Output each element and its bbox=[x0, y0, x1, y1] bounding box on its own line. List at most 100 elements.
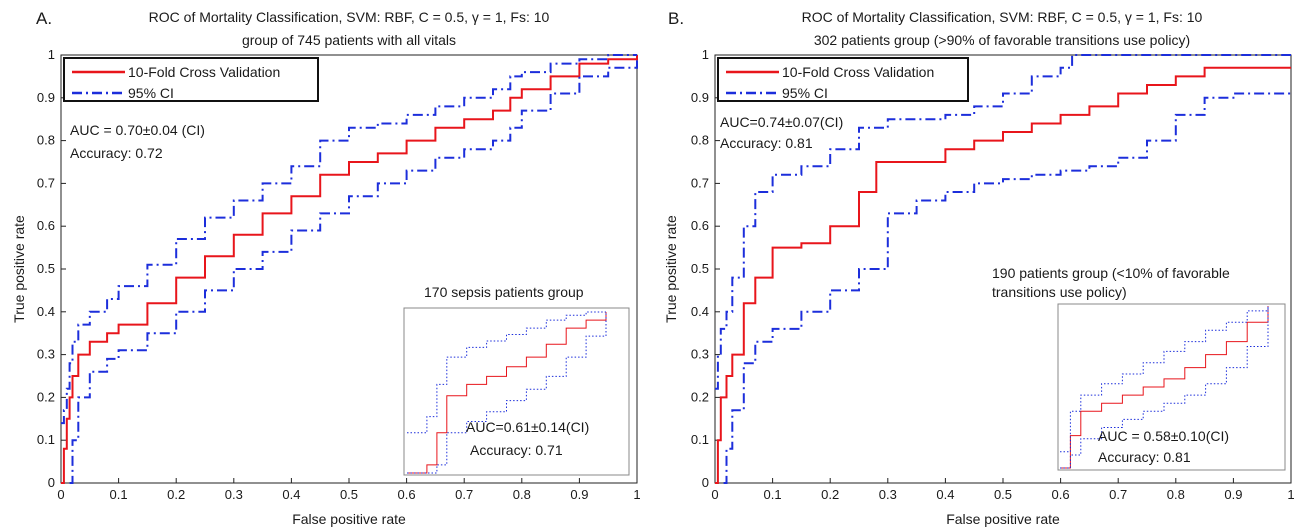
b-x-tick-label: 0.9 bbox=[1224, 487, 1242, 502]
a-x-tick-label: 0.9 bbox=[570, 487, 588, 502]
a-y-tick-label: 0.2 bbox=[37, 389, 55, 404]
panel-a-legend: 10-Fold Cross Validation 95% CI bbox=[63, 57, 319, 102]
panel-b-inset-label-line2: transitions use policy) bbox=[992, 284, 1127, 300]
b-x-tick-label: 0.7 bbox=[1109, 487, 1127, 502]
panel-b-x-ticks: 0 0.1 0.2 0.3 0.4 0.5 0.6 0.7 0.8 0.9 1 bbox=[711, 478, 1295, 502]
a-inset-ci-upper-line bbox=[407, 311, 606, 434]
b-y-tick-label: 0.1 bbox=[691, 432, 709, 447]
b-inset-cv-line bbox=[1060, 306, 1269, 469]
a-x-tick-label: 0.4 bbox=[282, 487, 300, 502]
panel-a-series bbox=[61, 54, 638, 484]
panel-b-x-axis-label: False positive rate bbox=[946, 511, 1060, 527]
panel-b-inset-label-line1: 190 patients group (<10% of favorable bbox=[992, 265, 1230, 281]
a-ci-lower-line bbox=[69, 59, 638, 484]
b-y-tick-label: 0.4 bbox=[691, 304, 709, 319]
a-y-tick-label: 0.7 bbox=[37, 175, 55, 190]
b-y-tick-label: 0.2 bbox=[691, 389, 709, 404]
a-x-tick-label: 0.2 bbox=[167, 487, 185, 502]
panel-b-legend: 10-Fold Cross Validation 95% CI bbox=[717, 57, 969, 102]
a-cv-line bbox=[61, 55, 638, 484]
panel-a-subtitle: group of 745 patients with all vitals bbox=[242, 32, 456, 48]
panel-a-inset-series bbox=[407, 311, 607, 474]
a-y-tick-label: 0.8 bbox=[37, 133, 55, 148]
panel-b-y-ticks: 0 0.1 0.2 0.3 0.4 0.5 0.6 0.7 0.8 0.9 1 bbox=[691, 47, 720, 490]
a-y-tick-label: 0.6 bbox=[37, 218, 55, 233]
panel-b-inset-frame bbox=[1057, 303, 1286, 471]
panel-a-title: ROC of Mortality Classification, SVM: RB… bbox=[149, 9, 550, 25]
b-x-tick-label: 1 bbox=[1287, 487, 1294, 502]
a-x-tick-label: 0.5 bbox=[340, 487, 358, 502]
panel-b-accuracy-annotation: Accuracy: 0.81 bbox=[720, 135, 813, 151]
panel-a-letter: A. bbox=[36, 9, 52, 28]
b-x-tick-label: 0.5 bbox=[994, 487, 1012, 502]
panel-a-plot-area: 0 0.1 0.2 0.3 0.4 0.5 0.6 0.7 0.8 0.9 1 0 0.1 0.2 0.3… bbox=[37, 47, 641, 502]
b-x-tick-label: 0.8 bbox=[1167, 487, 1185, 502]
panel-a-y-ticks: 0 0.1 0.2 0.3 0.4 0.5 0.6 0.7 0.8 0.9 1 bbox=[37, 47, 66, 490]
panel-a-x-ticks: 0 0.1 0.2 0.3 0.4 0.5 0.6 0.7 0.8 0.9 1 bbox=[57, 478, 641, 502]
a-y-tick-label: 1 bbox=[48, 47, 55, 62]
panel-a-y-axis-label: True positive rate bbox=[11, 215, 27, 323]
panel-a-x-axis-label: False positive rate bbox=[292, 511, 406, 527]
panel-b-inset-series bbox=[1060, 306, 1269, 469]
a-ci-upper-line bbox=[61, 54, 637, 425]
panel-b: B. ROC of Mortality Classification, SVM:… bbox=[663, 9, 1295, 527]
a-y-tick-label: 0.5 bbox=[37, 261, 55, 276]
b-y-tick-label: 0.5 bbox=[691, 261, 709, 276]
panel-b-legend-box bbox=[717, 57, 969, 102]
panel-b-title: ROC of Mortality Classification, SVM: RB… bbox=[802, 9, 1203, 25]
a-x-tick-label: 0.6 bbox=[398, 487, 416, 502]
b-ci-upper-line bbox=[715, 54, 1291, 390]
b-y-tick-label: 0.3 bbox=[691, 347, 709, 362]
a-y-tick-label: 0.3 bbox=[37, 347, 55, 362]
panel-a-legend-label-ci: 95% CI bbox=[128, 85, 174, 101]
b-cv-line bbox=[715, 66, 1291, 484]
panel-a-inset-label: 170 sepsis patients group bbox=[424, 284, 584, 300]
panel-a: A. ROC of Mortality Classification, SVM:… bbox=[11, 9, 641, 527]
panel-a-inset-accuracy: Accuracy: 0.71 bbox=[470, 442, 563, 458]
b-y-tick-label: 1 bbox=[702, 47, 709, 62]
panel-b-legend-label-cv: 10-Fold Cross Validation bbox=[782, 64, 934, 80]
b-y-tick-label: 0 bbox=[702, 475, 709, 490]
a-inset-ci-lower-line bbox=[407, 312, 607, 474]
a-y-tick-label: 0 bbox=[48, 475, 55, 490]
panel-a-inset: 170 sepsis patients group AUC=0.61±0.14(… bbox=[403, 284, 630, 476]
panel-b-subtitle: 302 patients group (>90% of favorable tr… bbox=[814, 32, 1190, 48]
panel-a-legend-label-cv: 10-Fold Cross Validation bbox=[128, 64, 280, 80]
b-y-tick-label: 0.9 bbox=[691, 90, 709, 105]
a-x-tick-label: 0.3 bbox=[225, 487, 243, 502]
b-x-tick-label: 0.1 bbox=[764, 487, 782, 502]
a-y-tick-label: 0.1 bbox=[37, 432, 55, 447]
b-y-tick-label: 0.8 bbox=[691, 133, 709, 148]
b-ci-lower-line bbox=[723, 92, 1291, 484]
a-x-tick-label: 0.8 bbox=[513, 487, 531, 502]
b-y-tick-label: 0.6 bbox=[691, 218, 709, 233]
panel-a-auc-annotation: AUC = 0.70±0.04 (CI) bbox=[70, 122, 205, 138]
a-inset-cv-line bbox=[407, 312, 607, 474]
panel-a-legend-box bbox=[63, 57, 319, 102]
a-x-tick-label: 0.1 bbox=[110, 487, 128, 502]
b-x-tick-label: 0.3 bbox=[879, 487, 897, 502]
panel-b-auc-annotation: AUC=0.74±0.07(CI) bbox=[720, 114, 843, 130]
b-inset-ci-upper-line bbox=[1060, 306, 1269, 453]
panel-b-inset-accuracy: Accuracy: 0.81 bbox=[1098, 449, 1191, 465]
a-y-tick-label: 0.9 bbox=[37, 90, 55, 105]
b-y-tick-label: 0.7 bbox=[691, 175, 709, 190]
a-x-tick-label: 1 bbox=[633, 487, 640, 502]
b-x-tick-label: 0 bbox=[711, 487, 718, 502]
b-inset-ci-lower-line bbox=[1060, 306, 1269, 469]
panel-a-accuracy-annotation: Accuracy: 0.72 bbox=[70, 145, 163, 161]
panel-a-inset-auc: AUC=0.61±0.14(CI) bbox=[466, 419, 589, 435]
a-x-tick-label: 0.7 bbox=[455, 487, 473, 502]
a-x-tick-label: 0 bbox=[57, 487, 64, 502]
panel-b-letter: B. bbox=[668, 9, 684, 28]
b-x-tick-label: 0.2 bbox=[821, 487, 839, 502]
panel-a-inset-frame bbox=[403, 307, 630, 476]
a-y-tick-label: 0.4 bbox=[37, 304, 55, 319]
panel-b-y-axis-label: True positive rate bbox=[663, 215, 679, 323]
panel-b-series bbox=[715, 54, 1291, 484]
panel-b-legend-label-ci: 95% CI bbox=[782, 85, 828, 101]
b-x-tick-label: 0.6 bbox=[1052, 487, 1070, 502]
b-x-tick-label: 0.4 bbox=[936, 487, 954, 502]
panel-b-inset: 190 patients group (<10% of favorable tr… bbox=[992, 265, 1286, 471]
